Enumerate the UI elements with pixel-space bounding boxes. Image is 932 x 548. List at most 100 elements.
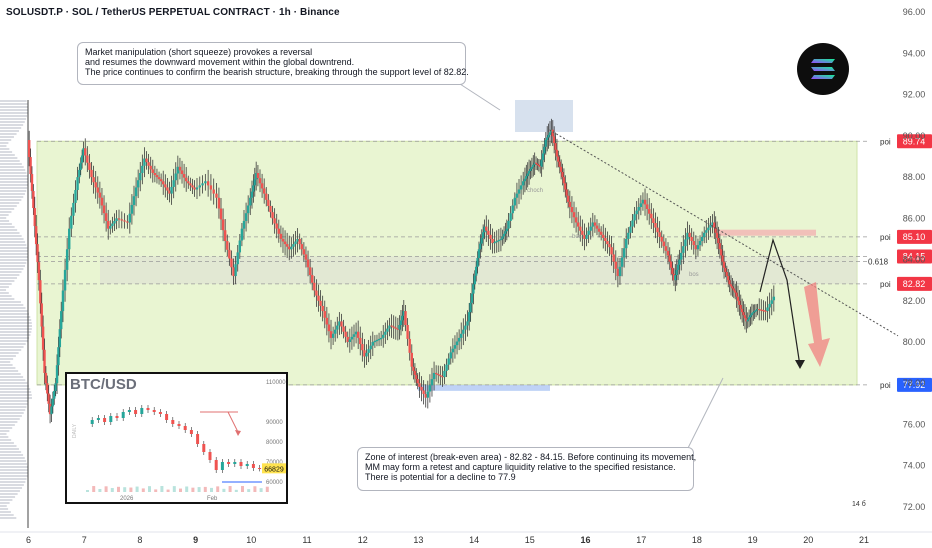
note-line: Market manipulation (short squeeze) prov…	[85, 47, 313, 57]
candle-body	[738, 300, 741, 305]
candle-body	[201, 183, 204, 186]
candle-body	[597, 228, 601, 232]
candle-body	[469, 302, 472, 313]
candle-body	[502, 233, 506, 237]
volume-profile-bar	[0, 178, 28, 180]
note-connector	[687, 377, 724, 449]
candle-body	[134, 187, 138, 197]
candle-body	[460, 333, 463, 338]
candle-body	[404, 311, 407, 326]
candle-body	[762, 310, 765, 312]
candle-body	[292, 244, 295, 247]
price-tag	[897, 134, 932, 149]
btc-candle-body	[146, 408, 150, 410]
candle-body	[157, 177, 161, 180]
btc-candle-body	[127, 410, 131, 412]
candle-body	[367, 349, 370, 353]
volume-profile-bar	[0, 451, 22, 453]
candle-body	[631, 220, 634, 227]
candle-body	[620, 257, 624, 267]
candle-body	[680, 252, 683, 260]
level-label: poi	[880, 381, 891, 390]
candle-body	[451, 348, 455, 353]
btc-y-tick-label: 110000	[266, 380, 286, 386]
volume-profile-bar	[0, 472, 28, 474]
candle-body	[426, 391, 429, 398]
volume-profile-bar	[0, 148, 10, 150]
candle-body	[79, 162, 82, 170]
candle-body	[384, 331, 387, 335]
y-axis-tick-label: 90.00	[903, 131, 926, 141]
candle-body	[65, 249, 69, 270]
volume-profile-bar	[0, 361, 11, 363]
candle-body	[234, 264, 237, 277]
trendline	[549, 129, 899, 337]
volume-profile-bar	[0, 190, 27, 192]
candle-body	[279, 233, 283, 239]
volume-profile-bar	[0, 397, 32, 399]
volume-profile-bar	[0, 187, 28, 189]
candle-body	[151, 169, 154, 174]
candle-body	[728, 280, 731, 285]
candle-body	[565, 189, 568, 196]
volume-profile-bar	[0, 100, 27, 102]
candle-body	[256, 173, 260, 179]
candle-body	[501, 236, 504, 239]
candle-body	[252, 185, 255, 192]
candle-body	[544, 140, 548, 147]
candle-body	[342, 326, 345, 332]
candle-body	[495, 241, 498, 243]
volume-profile-bar	[0, 301, 21, 303]
candle-body	[308, 267, 312, 276]
candle-body	[445, 364, 448, 371]
candle-body	[53, 390, 56, 399]
candle-body	[39, 280, 42, 304]
candle-body	[527, 170, 531, 174]
volume-profile-bar	[0, 154, 15, 156]
volume-profile-bar	[0, 490, 20, 492]
candle-body	[714, 227, 717, 233]
btc-candle-body	[171, 420, 175, 424]
candle-body	[752, 312, 755, 314]
candle-body	[195, 187, 199, 190]
volume-profile-bar	[0, 502, 10, 504]
volume-profile-bar	[0, 220, 10, 222]
candle-body	[441, 376, 444, 378]
candle-body	[410, 352, 413, 367]
candle-body	[132, 196, 136, 205]
candle-body	[296, 238, 299, 242]
volume-profile-bar	[0, 112, 28, 114]
y-axis-tick-label: 82.00	[903, 296, 926, 306]
candle-body	[325, 317, 329, 325]
candle-body	[159, 179, 163, 182]
candle-body	[294, 241, 297, 245]
target-arrow	[804, 282, 830, 367]
btc-candle-body	[239, 462, 243, 466]
btc-candle-body	[208, 452, 212, 460]
candle-body	[686, 232, 689, 240]
volume-profile-bar	[0, 454, 24, 456]
btc-candle-body	[183, 426, 187, 430]
annotation-note-bottom: Zone of interest (break-even area) - 82.…	[357, 447, 696, 491]
volume-profile-bar	[0, 133, 17, 135]
candle-body	[76, 177, 79, 191]
btc-candle-body	[103, 418, 107, 422]
candle-body	[608, 244, 611, 248]
candle-body	[574, 217, 578, 223]
candle-body	[727, 276, 730, 281]
candle-body	[304, 254, 308, 260]
candle-body	[713, 222, 716, 228]
candle-body	[718, 243, 722, 250]
btc-x-tick-label: Feb	[207, 496, 218, 502]
candle-body	[709, 225, 712, 228]
candle-body	[504, 231, 507, 234]
volume-profile-bar	[0, 280, 15, 282]
volume-profile-bar	[0, 508, 9, 510]
candle-body	[145, 158, 148, 163]
candle-body	[472, 284, 475, 294]
candle-body	[526, 173, 529, 177]
volume-profile-bar	[0, 325, 32, 327]
candle-body	[740, 309, 744, 313]
candle-body	[758, 309, 761, 311]
